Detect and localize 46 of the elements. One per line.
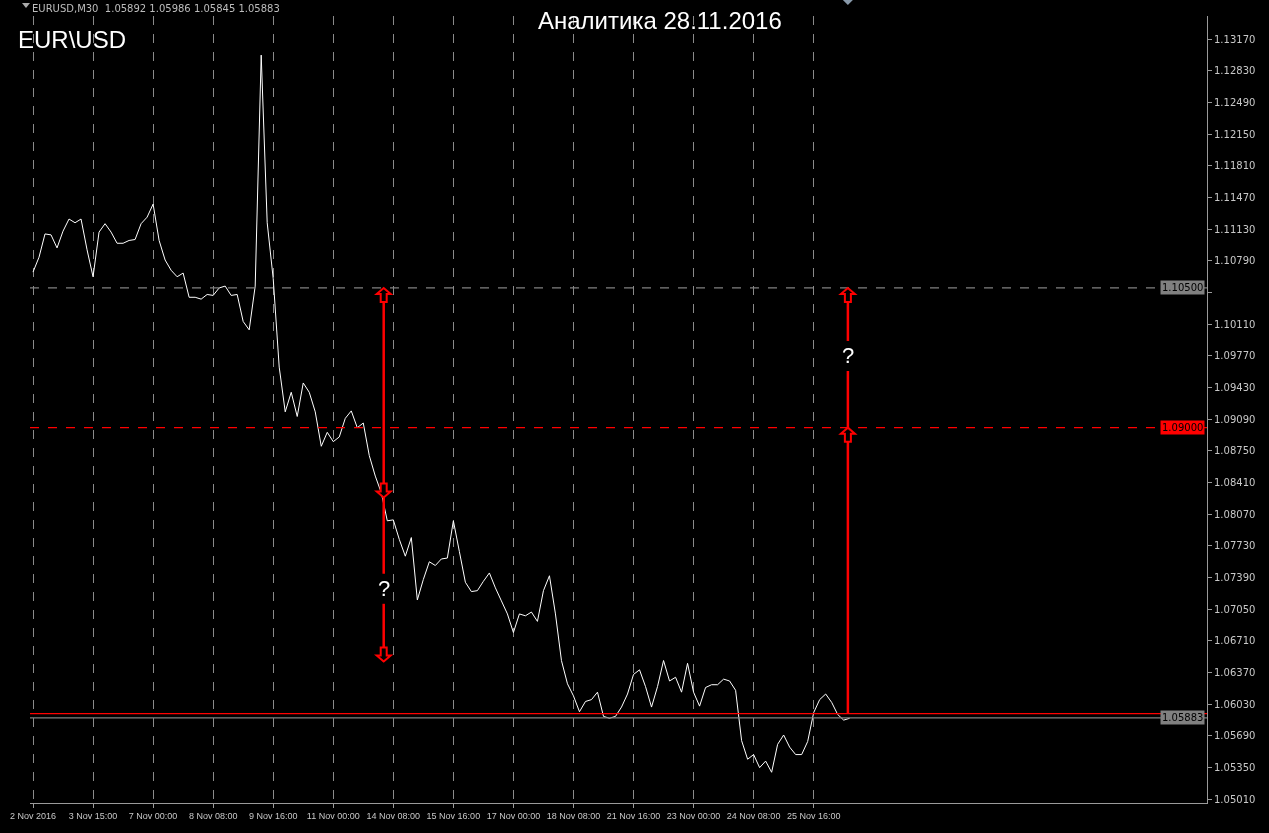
text: EURUSD,M30 1.05892 1.05986 1.05845 1.05883 xyxy=(32,3,280,14)
y-tick-label: 1.11470 xyxy=(1214,192,1256,204)
y-tick-label: 1.06710 xyxy=(1214,635,1256,647)
y-tick-label: 1.08750 xyxy=(1214,445,1256,457)
annotation: ? xyxy=(378,576,391,601)
x-tick-label: 15 Nov 16:00 xyxy=(426,810,481,821)
x-tick-label: 2 Nov 2016 xyxy=(9,810,57,821)
y-tick-label: 1.12150 xyxy=(1214,128,1256,140)
ref-line-label: 1.05883 xyxy=(1162,712,1204,723)
y-tick-label: 1.11130 xyxy=(1214,223,1256,235)
x-tick-label: 18 Nov 08:00 xyxy=(546,810,601,821)
x-tick-label: 11 Nov 00:00 xyxy=(306,810,360,821)
x-tick-label: 3 Nov 15:00 xyxy=(68,810,118,821)
y-tick-label: 1.10110 xyxy=(1214,318,1256,330)
y-tick-label: 1.10790 xyxy=(1214,255,1256,267)
chart-title: Аналитика 28.11.2016 xyxy=(537,7,782,35)
y-tick-label: 1.05350 xyxy=(1214,762,1256,774)
annotation: EUR\USD xyxy=(18,26,127,53)
y-tick-label: 1.09430 xyxy=(1214,382,1256,394)
y-tick-label: 1.06030 xyxy=(1214,698,1256,710)
x-tick-label: 7 Nov 00:00 xyxy=(128,810,178,821)
y-tick-label: 1.07730 xyxy=(1214,540,1256,552)
x-tick-label: 9 Nov 16:00 xyxy=(248,810,298,821)
x-tick-label: 8 Nov 08:00 xyxy=(188,810,238,821)
y-tick-label: 1.06370 xyxy=(1214,667,1256,679)
y-tick-label: 1.07050 xyxy=(1214,603,1256,615)
y-tick-label: 1.07390 xyxy=(1214,572,1256,584)
y-tick-label: 1.12490 xyxy=(1214,97,1256,109)
y-tick-label: 1.08070 xyxy=(1214,508,1256,520)
y-tick-label: 1.11810 xyxy=(1214,160,1256,172)
annotation: ? xyxy=(842,343,855,368)
x-tick-label: 14 Nov 08:00 xyxy=(366,810,421,821)
y-tick-label: 1.08410 xyxy=(1214,477,1256,489)
x-tick-label: 17 Nov 00:00 xyxy=(486,810,541,821)
x-tick-label: 23 Nov 00:00 xyxy=(666,810,721,821)
ref-line-label: 1.09000 xyxy=(1162,422,1204,433)
x-tick-label: 25 Nov 16:00 xyxy=(786,810,841,821)
y-tick-label: 1.09090 xyxy=(1214,413,1256,425)
x-tick-label: 21 Nov 16:00 xyxy=(606,810,661,821)
x-tick-label: 24 Nov 08:00 xyxy=(726,810,781,821)
y-tick-label: 1.13170 xyxy=(1214,33,1256,45)
y-tick-label: 1.05010 xyxy=(1214,793,1256,805)
y-tick-label: 1.09770 xyxy=(1214,350,1256,362)
y-tick-label: 1.05690 xyxy=(1214,730,1256,742)
y-tick-label: 1.12830 xyxy=(1214,65,1256,77)
ref-line-label: 1.10500 xyxy=(1162,282,1204,293)
